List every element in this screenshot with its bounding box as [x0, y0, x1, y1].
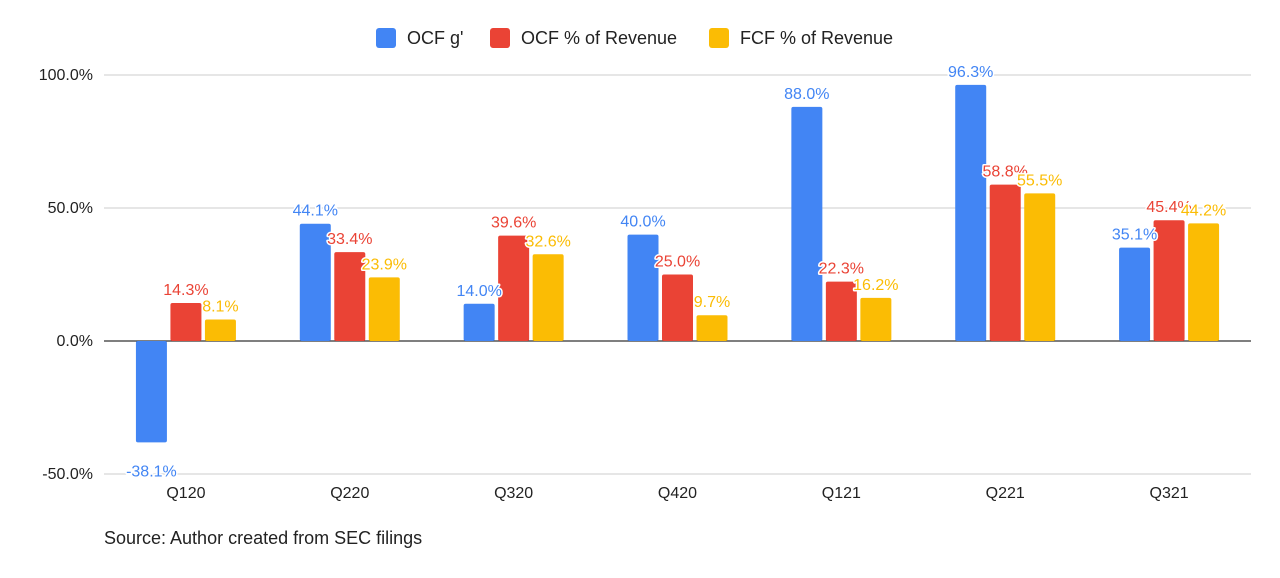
bar: [860, 297, 892, 341]
data-label: 45.4%: [1146, 199, 1191, 216]
y-tick-label: 50.0%: [48, 200, 93, 217]
bar: [1153, 220, 1185, 341]
legend-swatch: [490, 28, 510, 48]
y-tick-label: -50.0%: [42, 466, 93, 483]
data-label: 8.1%: [202, 298, 238, 315]
x-tick-label: Q121: [822, 485, 861, 502]
legend-swatch: [709, 28, 729, 48]
bar: [627, 234, 659, 341]
bar: [368, 277, 400, 341]
legend-label: OCF % of Revenue: [521, 28, 677, 48]
bar: [696, 315, 728, 341]
data-label: 88.0%: [784, 86, 829, 103]
data-label: 23.9%: [362, 256, 407, 273]
data-label: 14.3%: [163, 282, 208, 299]
data-label: 58.8%: [983, 164, 1028, 181]
data-label: 33.4%: [327, 231, 372, 248]
gridlines: [104, 74, 1251, 475]
y-tick-label: 100.0%: [39, 67, 93, 84]
bars: [135, 84, 1220, 443]
data-label: 44.2%: [1181, 202, 1226, 219]
data-label: 96.3%: [948, 64, 993, 81]
bar: [135, 341, 167, 443]
source-note: Source: Author created from SEC filings: [104, 528, 423, 548]
data-label: 40.0%: [620, 214, 665, 231]
x-tick-label: Q220: [330, 485, 369, 502]
data-label: 22.3%: [819, 261, 864, 278]
data-label: 39.6%: [491, 215, 536, 232]
x-tick-label: Q320: [494, 485, 533, 502]
y-tick-label: 0.0%: [57, 333, 93, 350]
data-label: 44.1%: [293, 203, 338, 220]
bar: [334, 252, 366, 341]
x-tick-label: Q321: [1150, 485, 1189, 502]
bar: [463, 303, 495, 341]
bar: [955, 84, 987, 341]
data-labels: -38.1% 14.3%8.1% 44.1% 33.4% 23.9% 14.0% 39.6%…: [125, 62, 1228, 482]
bar: [170, 302, 202, 341]
data-label: 9.7%: [694, 294, 730, 311]
legend-label: OCF g': [407, 28, 463, 48]
bar: [1119, 247, 1151, 341]
x-tick-label: Q221: [986, 485, 1025, 502]
bar: [662, 274, 693, 341]
x-tick-label: Q420: [658, 485, 697, 502]
bar: [1024, 193, 1056, 341]
bar: [791, 106, 823, 341]
legend-swatch: [376, 28, 396, 48]
bar: [299, 223, 331, 341]
data-label: 25.0%: [655, 254, 700, 271]
legend-label: FCF % of Revenue: [740, 28, 893, 48]
bar: [204, 319, 236, 341]
data-label: -38.1%: [126, 463, 177, 480]
axes: -50.0% 0.0% 50.0% 100.0% Q120 Q220 Q320 Q420 Q12…: [39, 67, 1189, 502]
bar: [532, 254, 564, 341]
bar: [825, 281, 857, 341]
data-label: 55.5%: [1017, 172, 1062, 189]
data-label: 16.2%: [853, 277, 898, 294]
bar: [989, 184, 1021, 341]
x-tick-label: Q120: [166, 485, 205, 502]
data-label: 35.1%: [1112, 227, 1157, 244]
legend: OCF g' OCF % of Revenue FCF % of Revenue: [376, 28, 893, 48]
data-label: 14.0%: [456, 283, 501, 300]
bar: [1188, 223, 1220, 341]
bar: [498, 235, 530, 341]
data-label: 32.6%: [525, 233, 570, 250]
